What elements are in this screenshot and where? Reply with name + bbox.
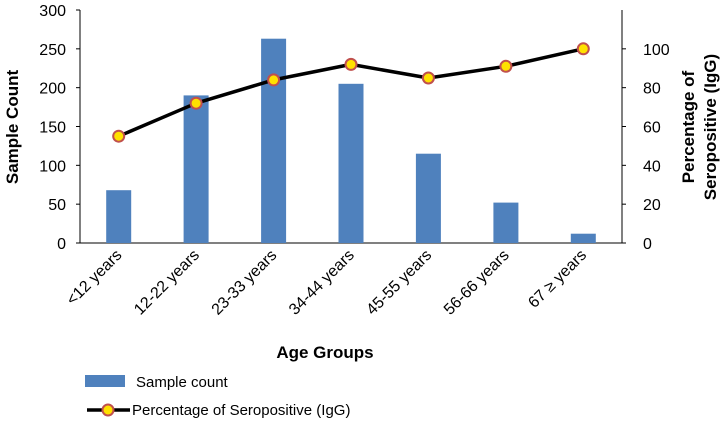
right-tick-label-1: 20: [643, 197, 661, 214]
x-tick-label-3: 34-44 years: [286, 247, 358, 319]
line-point-3: [344, 57, 358, 71]
bar-6: [570, 233, 596, 243]
right-tick-label-0: 0: [643, 236, 652, 253]
x-tick-label-4: 45-55 years: [363, 247, 435, 319]
line-point-6: [576, 42, 590, 56]
line-point-5: [499, 59, 513, 73]
legend-line-label: Percentage of Seropositive (IgG): [132, 402, 350, 419]
x-tick-label-2: 23-33 years: [209, 247, 281, 319]
right-tick-label-5: 100: [643, 42, 670, 59]
right-axis-title-line2: Seropositive (IgG): [701, 54, 720, 200]
right-axis-title-line1: Percentage of: [679, 70, 698, 183]
left-tick-label-4: 200: [39, 81, 66, 98]
bar-series: [106, 38, 596, 244]
bar-4: [415, 153, 441, 243]
x-axis-ticks: <12 years 12-22 years 23-33 years 34-44 yea…: [64, 247, 591, 319]
right-tick-label-2: 40: [643, 158, 661, 175]
left-tick-label-1: 50: [48, 197, 66, 214]
bar-2: [261, 38, 287, 244]
left-tick-label-5: 250: [39, 42, 66, 59]
line-point-0: [112, 129, 126, 143]
left-axis-title: Sample Count: [3, 70, 22, 185]
x-tick-label-1: 12-22 years: [131, 247, 203, 319]
left-axis-ticks: 0 50 100 150 200 250 300: [39, 3, 80, 253]
right-axis-ticks: 0 20 40 60 80 100: [622, 42, 670, 253]
line-series: [112, 42, 590, 143]
right-tick-label-4: 80: [643, 81, 661, 98]
right-tick-label-3: 60: [643, 120, 661, 137]
line-point-1: [189, 96, 203, 110]
x-tick-label-0: <12 years: [64, 247, 126, 309]
left-tick-label-3: 150: [39, 120, 66, 137]
bar-5: [493, 202, 519, 243]
bar-3: [338, 83, 364, 243]
left-tick-label-0: 0: [57, 236, 66, 253]
legend-line-marker: [101, 403, 115, 417]
legend-bar-swatch: [85, 375, 125, 387]
left-tick-label-6: 300: [39, 3, 66, 20]
bar-1: [183, 95, 209, 244]
left-tick-label-2: 100: [39, 158, 66, 175]
line-point-4: [421, 71, 435, 85]
line-point-2: [267, 73, 281, 87]
legend-bar-label: Sample count: [136, 374, 229, 391]
x-axis-title: Age Groups: [276, 343, 373, 362]
x-tick-label-5: 56-66 years: [441, 247, 513, 319]
bar-0: [106, 190, 132, 243]
x-tick-label-6: 67 ≥ years: [525, 247, 590, 312]
legend: Sample count Percentage of Seropositive …: [85, 374, 350, 419]
